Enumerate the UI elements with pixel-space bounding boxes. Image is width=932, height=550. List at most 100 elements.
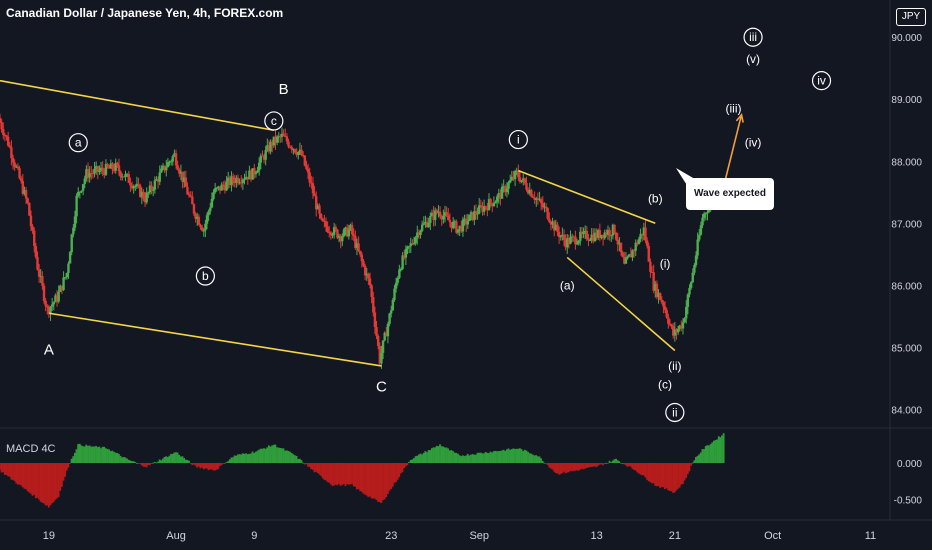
wave-label: C [376,379,387,396]
candle-body [522,178,525,181]
macd-bar [284,450,287,463]
candle-body [582,231,585,234]
candle-body [99,167,103,171]
macd-bar [8,463,11,477]
candle-body [672,326,675,336]
macd-bar [678,463,681,488]
candle-body [311,183,315,194]
macd-bar [28,463,31,493]
candle-body [520,180,523,182]
candle-body [469,212,473,215]
candle-body [15,166,18,168]
macd-bar [391,463,394,487]
macd-bar [73,452,76,463]
currency-badge[interactable]: JPY [896,8,926,26]
candle-body [37,269,41,277]
wave-trendline[interactable] [48,312,382,367]
macd-bar [280,448,283,463]
candle-body [606,230,610,235]
candle-body [572,236,575,238]
candle-body [362,261,365,266]
macd-bar [351,463,353,484]
macd-bar [225,462,228,463]
candle-body [127,173,130,183]
macd-bar [517,448,520,463]
wave-label-circle [665,402,685,423]
candle-body [204,223,207,231]
candle-body [456,229,460,233]
macd-bar [424,451,427,463]
macd-indicator-label[interactable]: MACD 4C [6,443,56,455]
macd-bar [64,463,67,477]
candle-body [652,272,655,291]
macd-bar [698,454,701,463]
candle-body [156,179,160,182]
macd-bar [649,463,652,483]
macd-bar [378,463,381,503]
candle-body [650,271,654,273]
macd-bar [47,463,50,508]
projection-arrow-line[interactable] [722,114,743,187]
macd-bar [142,463,145,467]
candle-body [357,243,360,251]
macd-bar [70,458,73,463]
wave-label-circle [811,71,832,91]
wave-trendline[interactable] [566,256,676,352]
candle-body [78,191,82,193]
candle-body [510,176,514,181]
macd-bar [16,463,19,485]
candle-body [171,156,174,162]
macd-bar [593,463,596,467]
macd-bar [429,450,432,463]
macd-bar [166,457,169,463]
macd-bar [44,463,47,506]
time-axis[interactable]: 19 Aug 9 23 Sep 13 21 Oct 11 [43,530,876,542]
candle-body [461,219,465,232]
candle-body [632,250,636,252]
wave-label: (i) [660,257,671,271]
candle-body [673,329,677,336]
candle-body [44,300,47,307]
price-axis[interactable]: 90.000 89.000 88.000 87.000 86.000 85.000 84.0… [891,33,922,416]
candle-body [241,179,245,183]
candle-body [636,242,639,245]
macd-bar [236,454,239,463]
macd-bar [12,463,14,480]
candle-body [479,205,483,207]
candle-body [637,238,641,245]
wave-label-circle [264,111,284,131]
macd-axis: 0.000 -0.500 [894,459,923,507]
candle-body [337,235,341,238]
candle-body [192,204,196,214]
macd-bar [435,445,438,463]
macd-bar [463,456,466,463]
candle-body [158,172,161,182]
macd-bar [564,463,567,474]
candle-body [512,176,515,180]
candle-body [269,141,272,152]
macd-bar [610,462,613,463]
candle-body [688,287,691,295]
macd-histogram [0,433,725,508]
candle-body [453,221,456,223]
wave-trendline[interactable] [0,79,274,132]
candle-body [450,222,453,229]
macd-bar [399,463,402,474]
macd-bar [126,458,128,463]
macd-bar [157,461,159,463]
candle-body [148,185,152,193]
candle-body [417,232,421,236]
candle-body [455,221,458,233]
candle-body [634,242,637,251]
macd-bar [520,449,523,463]
candle-body [398,269,401,278]
candle-body [202,230,205,232]
candle-body [145,192,148,203]
candle-body [29,215,33,227]
macd-bar [279,447,282,463]
candle-body [494,201,497,204]
wave-trendline[interactable] [518,169,656,225]
candle-body [486,207,489,211]
candle-body [101,167,104,171]
